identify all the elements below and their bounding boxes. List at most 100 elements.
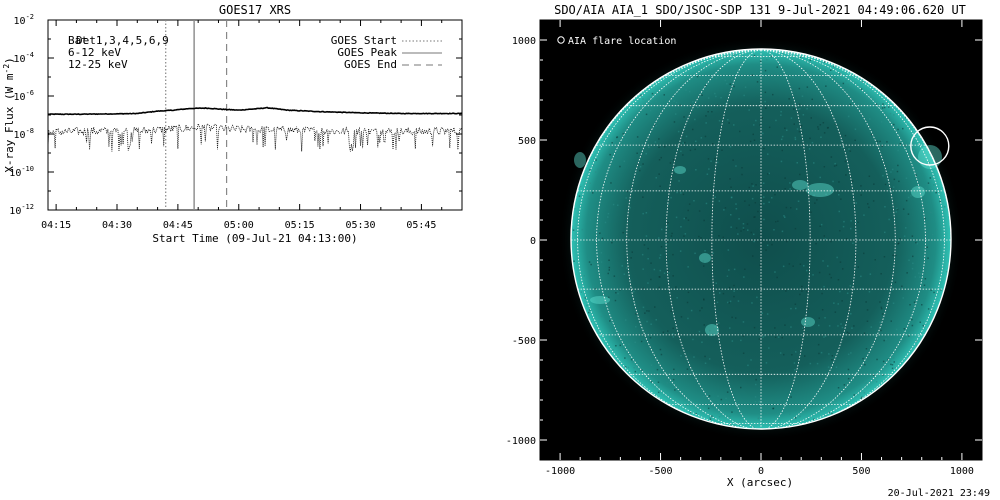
disk-speckle [884,361,886,363]
disk-speckle [890,363,892,366]
disk-speckle [789,188,791,190]
disk-speckle [943,206,946,208]
disk-speckle [589,219,592,221]
disk-speckle [718,235,720,237]
disk-speckle [880,329,882,332]
disk-speckle [659,348,662,351]
disk-speckle [885,338,887,340]
disk-speckle [672,275,674,277]
disk-speckle [818,352,820,355]
disk-speckle [905,199,908,202]
disk-speckle [632,290,635,293]
aia-x-tick-label: 0 [758,466,764,477]
disk-speckle [659,185,661,187]
disk-speckle [945,271,948,273]
band-label-6-12: 6-12 keV [68,46,121,59]
disk-speckle [838,181,840,183]
disk-speckle [776,144,779,147]
disk-speckle [645,212,648,214]
aia-y-tick-label: -500 [512,336,536,347]
disk-speckle [597,168,599,171]
disk-speckle [725,397,727,400]
disk-speckle [765,249,767,251]
disk-speckle [780,114,782,116]
disk-speckle [700,137,703,139]
disk-speckle [574,207,576,210]
disk-speckle [924,278,927,280]
disk-speckle [837,303,839,305]
disk-speckle [800,125,803,127]
disk-speckle [759,60,762,62]
disk-speckle [927,257,929,259]
disk-speckle [767,412,769,414]
disk-speckle [740,63,743,65]
y-tick-label: 10-6 [14,89,34,103]
disk-speckle [764,69,767,72]
disk-speckle [823,285,825,288]
disk-speckle [655,125,657,127]
grid-meridian [760,49,857,429]
aia-x-tick-label: -500 [648,466,672,477]
disk-speckle [634,341,636,344]
disk-speckle [767,173,769,175]
disk-speckle [780,138,783,141]
disk-speckle [810,211,812,213]
disk-speckle [703,299,705,301]
disk-speckle [659,269,661,272]
disk-speckle [872,200,875,202]
disk-speckle [833,165,836,167]
disk-speckle [683,116,685,118]
disk-speckle [890,191,892,193]
disk-speckle [588,311,590,314]
disk-speckle [857,266,859,268]
disk-speckle [876,140,879,142]
disk-speckle [658,173,660,175]
disk-speckle [817,343,820,346]
disk-speckle [929,177,932,179]
disk-speckle [720,96,722,99]
disk-speckle [666,382,668,384]
disk-speckle [694,252,696,255]
disk-speckle [619,344,621,347]
disk-speckle [606,154,609,156]
disk-speckle [758,338,761,340]
disk-speckle [584,297,587,299]
disk-speckle [830,156,833,158]
disk-speckle [700,237,702,239]
disk-speckle [709,417,711,419]
grid-meridian [711,49,762,429]
solar-limb [570,48,952,430]
disk-speckle [705,115,707,117]
disk-speckle [786,240,788,243]
disk-speckle [911,329,914,331]
disk-speckle [643,244,646,246]
disk-speckle [806,269,808,272]
disk-speckle [894,254,897,257]
disk-speckle [890,320,892,322]
disk-speckle [687,219,690,221]
disk-speckle [911,324,914,327]
disk-speckle [658,237,660,239]
disk-speckle [641,333,644,336]
disk-speckle [703,219,705,222]
disk-speckle [676,191,678,194]
disk-speckle [642,163,644,165]
flare-legend-icon [557,36,565,44]
disk-speckle [845,174,847,176]
goes-event-markers [165,20,228,210]
disk-speckle [768,73,770,75]
disk-speckle [825,193,827,196]
disk-speckle [766,59,768,61]
disk-speckle [930,289,932,291]
disk-speckle [727,301,729,304]
disk-speckle [716,301,719,304]
disk-speckle [847,353,850,356]
disk-speckle [799,293,801,296]
disk-speckle [839,290,841,293]
disk-speckle [742,321,745,323]
disk-speckle [921,304,923,306]
disk-speckle [784,188,786,190]
disk-speckle [680,316,683,318]
disk-speckle [658,286,660,289]
active-regions [574,145,942,336]
